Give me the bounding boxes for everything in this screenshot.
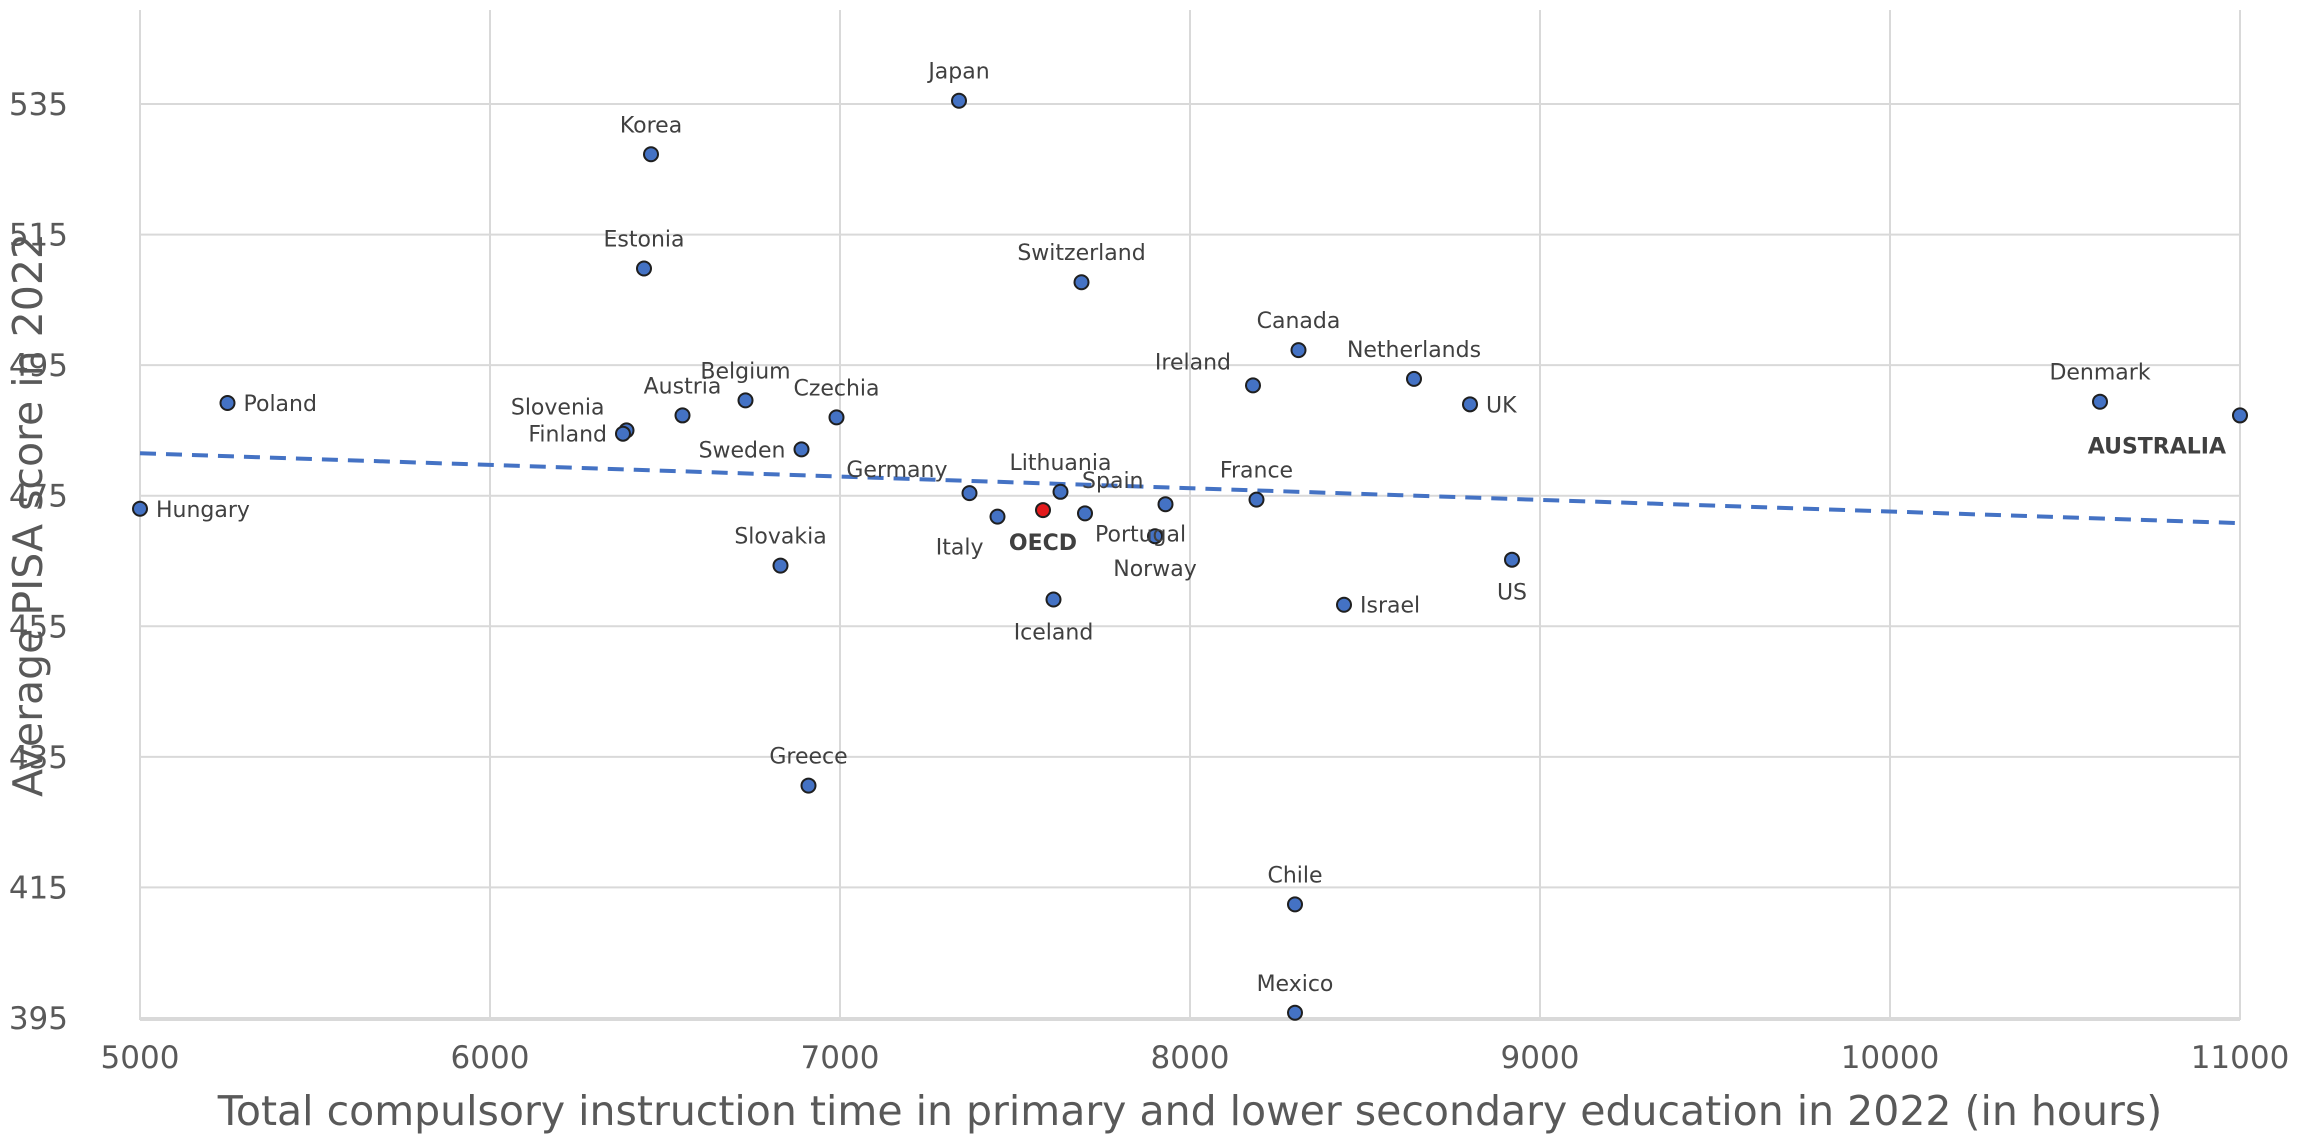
data-point <box>737 392 754 409</box>
data-point <box>1147 528 1163 545</box>
data-point <box>772 557 789 574</box>
data-point <box>1336 596 1352 613</box>
x-tick-label: 9000 <box>1501 1040 1580 1076</box>
data-point <box>1045 591 1062 608</box>
x-tick-label: 6000 <box>451 1040 530 1076</box>
data-point <box>1287 896 1303 913</box>
data-point <box>674 407 691 424</box>
data-point <box>1245 377 1261 394</box>
data-label: Korea <box>620 113 682 138</box>
point-labels: Japan Korea Estonia Switzerland Canada Irelan… <box>156 60 2226 997</box>
data-label: Spain <box>1082 469 1143 494</box>
data-label: Poland <box>244 392 317 417</box>
data-point <box>793 441 810 458</box>
data-point <box>2232 407 2248 424</box>
data-point <box>1157 496 1174 513</box>
data-label: OECD <box>1009 531 1077 556</box>
gridlines <box>139 10 2241 1020</box>
data-label: Chile <box>1267 863 1322 888</box>
data-point <box>219 395 236 412</box>
y-tick-label: 435 <box>9 740 68 776</box>
data-point <box>1406 370 1422 387</box>
data-point <box>643 146 659 163</box>
y-tick-label: 455 <box>9 609 68 645</box>
data-label: Belgium <box>700 359 790 384</box>
x-tick-label: 11000 <box>2191 1040 2290 1076</box>
data-label: Ireland <box>1155 350 1231 375</box>
y-tick-label: 495 <box>9 348 68 384</box>
data-label: Czechia <box>793 376 879 401</box>
data-label: Estonia <box>604 228 685 253</box>
data-label: AUSTRALIA <box>2088 434 2226 459</box>
data-point <box>1073 274 1090 291</box>
y-axis-title: Average PISA score in 2022 <box>4 233 52 797</box>
x-tick-label: 10000 <box>1841 1040 1940 1076</box>
data-label: Canada <box>1257 309 1341 334</box>
data-label: Germany <box>846 458 947 483</box>
data-point <box>1290 342 1307 359</box>
data-point <box>2092 393 2108 410</box>
data-label: France <box>1220 459 1293 484</box>
y-tick-label: 395 <box>9 1001 68 1037</box>
data-point <box>951 92 967 109</box>
x-axis-title: Total compulsory instruction time in pri… <box>217 1087 2162 1135</box>
data-label: Sweden <box>699 438 786 463</box>
data-label: Hungary <box>156 498 250 523</box>
data-label: Italy <box>936 536 984 561</box>
data-point <box>961 485 978 502</box>
data-label: Norway <box>1113 557 1196 582</box>
data-label: Netherlands <box>1347 338 1481 363</box>
data-point <box>1052 483 1069 500</box>
data-label: Israel <box>1360 594 1420 619</box>
data-label: Slovakia <box>734 525 826 550</box>
data-label: Mexico <box>1257 972 1334 997</box>
data-point <box>1248 491 1265 508</box>
x-tick-label: 7000 <box>801 1040 880 1076</box>
data-point <box>1035 502 1051 519</box>
data-point <box>615 425 631 442</box>
data-point <box>989 508 1006 525</box>
data-label: Portugal <box>1095 522 1186 547</box>
data-label: Switzerland <box>1017 241 1145 266</box>
data-point <box>1287 1004 1303 1021</box>
data-point <box>636 260 652 277</box>
data-point <box>828 409 845 426</box>
data-label: Slovenia <box>511 395 605 420</box>
data-label: Japan <box>926 60 989 85</box>
y-tick-label: 535 <box>9 87 68 123</box>
data-point <box>800 777 817 794</box>
y-tick-label: 415 <box>9 870 68 906</box>
x-tick-label: 5000 <box>101 1040 180 1076</box>
axes: 5000 6000 7000 8000 9000 10000 11000 395 415 435 4… <box>9 87 2289 1076</box>
x-tick-label: 8000 <box>1151 1040 1230 1076</box>
data-label: Lithuania <box>1010 451 1112 476</box>
data-point <box>1077 505 1093 522</box>
data-label: Greece <box>769 745 847 770</box>
y-tick-label: 475 <box>9 479 68 515</box>
data-label: UK <box>1486 393 1517 418</box>
data-label: Iceland <box>1014 621 1094 646</box>
trendline <box>139 451 2241 526</box>
data-point <box>1504 551 1520 568</box>
data-point <box>1462 396 1478 413</box>
trendline-layer <box>139 451 2241 526</box>
data-points <box>132 92 2248 1021</box>
y-tick-label: 515 <box>9 218 68 254</box>
data-point <box>132 500 148 517</box>
data-label: US <box>1497 581 1527 606</box>
data-label: Denmark <box>2049 361 2150 386</box>
data-label: Finland <box>528 423 607 448</box>
data-label: Austria <box>644 374 722 399</box>
